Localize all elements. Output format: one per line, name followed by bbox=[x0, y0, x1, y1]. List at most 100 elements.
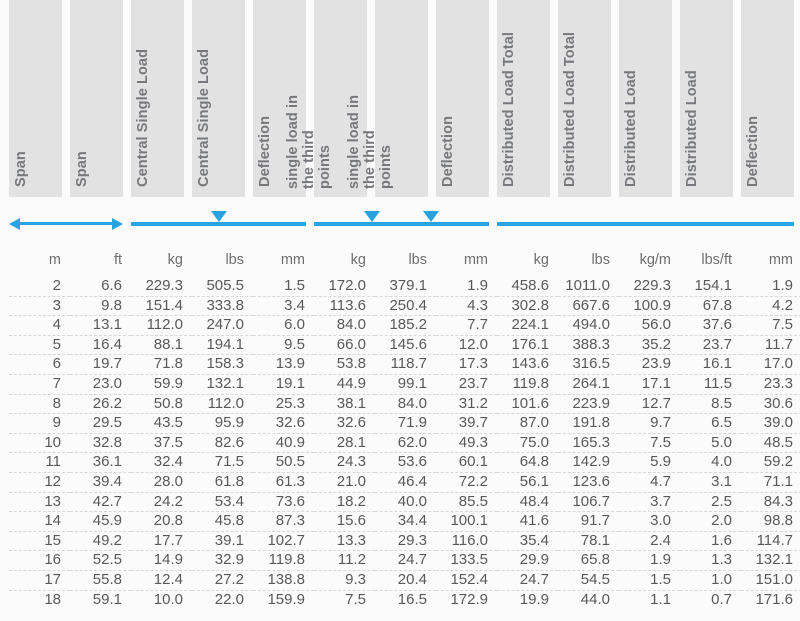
cell-r11-c5: 18.2 bbox=[314, 492, 375, 513]
unit-header-2: kg bbox=[167, 252, 183, 268]
cell-r2-c12: 7.5 bbox=[741, 315, 800, 336]
row-spacer bbox=[0, 316, 9, 336]
row-spacer bbox=[0, 277, 9, 296]
cell-r14-c10: 1.9 bbox=[619, 550, 680, 571]
cell-r16-c10: 1.1 bbox=[650, 590, 671, 608]
cell-r6-c0: 8 bbox=[9, 394, 70, 415]
central-single-load-diagram bbox=[131, 200, 306, 238]
cell-r9-c6: 53.6 bbox=[375, 452, 436, 473]
row-spacer bbox=[0, 433, 9, 453]
cell-r14-c11: 1.3 bbox=[680, 550, 741, 571]
cell-r5-c7: 23.7 bbox=[436, 374, 497, 395]
cell-r10-c1: 39.4 bbox=[70, 472, 131, 493]
load-data-table: m ft kg lbs mm kg lbs mm kg lbs kg/m lbs/ft mm 2 6.6 2… bbox=[0, 246, 800, 609]
column-header-label: Distributed Load Total bbox=[561, 32, 578, 187]
cell-r0-c0: 2 bbox=[9, 277, 70, 297]
cell-r9-c12: 59.2 bbox=[741, 452, 800, 473]
cell-r14-c7: 133.5 bbox=[436, 550, 497, 571]
data-rows: 2 6.6 229.3 505.5 1.5 172.0 379.1 1.9 458.6 1011.… bbox=[0, 277, 800, 609]
unit-header-6: lbs bbox=[408, 252, 427, 268]
cell-r3-c4: 9.5 bbox=[253, 335, 314, 356]
cell-r16-c2: 10.0 bbox=[153, 590, 183, 608]
column-header-12: Deflection bbox=[741, 0, 794, 197]
table-row: 9 29.5 43.5 95.9 32.6 32.6 71.9 39.7 87.0 191.8 9.… bbox=[0, 413, 800, 434]
cell-r11-c6: 40.0 bbox=[375, 492, 436, 513]
cell-r6-c11: 8.5 bbox=[680, 394, 741, 415]
column-header-label: Deflection bbox=[256, 115, 273, 187]
cell-r14-c1: 52.5 bbox=[70, 550, 131, 571]
cell-r13-c2: 17.7 bbox=[131, 531, 192, 552]
cell-r13-c8: 35.4 bbox=[497, 531, 558, 552]
cell-r14-c6: 24.7 bbox=[375, 550, 436, 571]
cell-r12-c0: 14 bbox=[9, 511, 70, 532]
table-row: 14 45.9 20.8 45.8 87.3 15.6 34.4 100.1 41.6 91.7 3… bbox=[0, 511, 800, 532]
cell-r1-c12: 4.2 bbox=[741, 296, 800, 317]
cell-r3-c2: 88.1 bbox=[131, 335, 192, 356]
cell-r5-c4: 19.1 bbox=[253, 374, 314, 395]
cell-r15-c10: 1.5 bbox=[619, 570, 680, 591]
row-spacer bbox=[0, 414, 9, 434]
cell-r14-c9: 65.8 bbox=[558, 550, 619, 571]
cell-r7-c5: 32.6 bbox=[314, 413, 375, 434]
load-point-marker-0 bbox=[364, 211, 381, 222]
unit-header-7: mm bbox=[463, 252, 488, 268]
row-spacer bbox=[0, 335, 9, 355]
cell-r9-c9: 142.9 bbox=[558, 452, 619, 473]
cell-r12-c5: 15.6 bbox=[314, 511, 375, 532]
cell-r2-c10: 56.0 bbox=[619, 315, 680, 336]
table-row: 15 49.2 17.7 39.1 102.7 13.3 29.3 116.0 35.4 78.1… bbox=[0, 531, 800, 552]
cell-r12-c6: 34.4 bbox=[375, 511, 436, 532]
cell-r1-c6: 250.4 bbox=[375, 296, 436, 317]
cell-r13-c1: 49.2 bbox=[70, 531, 131, 552]
cell-r10-c3: 61.8 bbox=[192, 472, 253, 493]
cell-r14-c2: 14.9 bbox=[131, 550, 192, 571]
column-header-9: Distributed Load Total bbox=[558, 0, 611, 197]
cell-r8-c5: 28.1 bbox=[314, 433, 375, 454]
cell-r7-c10: 9.7 bbox=[619, 413, 680, 434]
cell-r10-c6: 46.4 bbox=[375, 472, 436, 493]
cell-r10-c0: 12 bbox=[9, 472, 70, 493]
cell-r4-c4: 13.9 bbox=[253, 354, 314, 375]
cell-r0-c6: 379.1 bbox=[375, 277, 436, 297]
cell-r3-c7: 12.0 bbox=[436, 335, 497, 356]
cell-r9-c7: 60.1 bbox=[436, 452, 497, 473]
cell-r0-c11: 154.1 bbox=[680, 277, 741, 297]
column-header-11: Distributed Load bbox=[680, 0, 733, 197]
cell-r15-c12: 151.0 bbox=[741, 570, 800, 591]
units-spacer bbox=[0, 246, 9, 277]
table-row: 5 16.4 88.1 194.1 9.5 66.0 145.6 12.0 176.1 388.3… bbox=[0, 335, 800, 356]
table-row: 2 6.6 229.3 505.5 1.5 172.0 379.1 1.9 458.6 1011.… bbox=[0, 277, 800, 297]
cell-r12-c9: 91.7 bbox=[558, 511, 619, 532]
cell-r6-c3: 112.0 bbox=[192, 394, 253, 415]
cell-r0-c10: 229.3 bbox=[619, 277, 680, 297]
cell-r2-c4: 6.0 bbox=[253, 315, 314, 336]
units-row-head: m ft kg lbs mm kg lbs mm kg lbs kg/m lbs/ft mm bbox=[0, 246, 800, 277]
cell-r2-c2: 112.0 bbox=[131, 315, 192, 336]
unit-header-9: lbs bbox=[591, 252, 610, 268]
cell-r11-c9: 106.7 bbox=[558, 492, 619, 513]
cell-r3-c0: 5 bbox=[9, 335, 70, 356]
cell-r7-c1: 29.5 bbox=[70, 413, 131, 434]
load-point-marker-1 bbox=[422, 211, 439, 222]
cell-r16-c5: 7.5 bbox=[345, 590, 366, 608]
cell-r7-c11: 6.5 bbox=[680, 413, 741, 434]
cell-r10-c2: 28.0 bbox=[131, 472, 192, 493]
cell-r14-c8: 29.9 bbox=[497, 550, 558, 571]
cell-r13-c7: 116.0 bbox=[436, 531, 497, 552]
cell-r5-c11: 11.5 bbox=[680, 374, 741, 395]
cell-r6-c8: 101.6 bbox=[497, 394, 558, 415]
cell-r9-c0: 11 bbox=[9, 452, 70, 473]
table-row: 7 23.0 59.9 132.1 19.1 44.9 99.1 23.7 119.8 264.1… bbox=[0, 374, 800, 395]
cell-r14-c12: 132.1 bbox=[741, 550, 800, 571]
cell-r12-c10: 3.0 bbox=[619, 511, 680, 532]
column-header-label: Distributed Load bbox=[683, 70, 700, 187]
cell-r8-c12: 48.5 bbox=[741, 433, 800, 454]
cell-r10-c9: 123.6 bbox=[558, 472, 619, 493]
cell-r4-c11: 16.1 bbox=[680, 354, 741, 375]
cell-r6-c7: 31.2 bbox=[436, 394, 497, 415]
cell-r2-c1: 13.1 bbox=[70, 315, 131, 336]
cell-r11-c0: 13 bbox=[9, 492, 70, 513]
row-spacer bbox=[0, 394, 9, 414]
cell-r8-c11: 5.0 bbox=[680, 433, 741, 454]
cell-r1-c9: 667.6 bbox=[558, 296, 619, 317]
